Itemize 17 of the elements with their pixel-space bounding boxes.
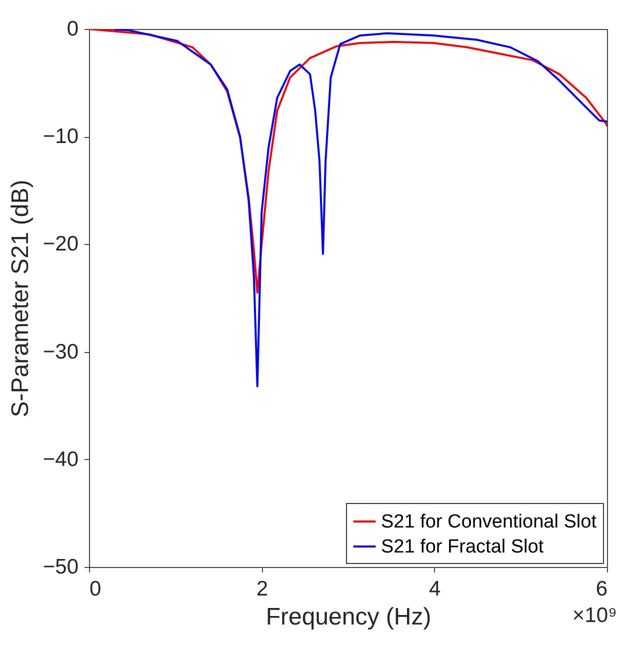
y-tick-label: −30	[42, 340, 78, 364]
text: ×10⁹	[572, 604, 617, 627]
y-tick-label: −20	[42, 232, 78, 256]
x-tick-label: 6	[596, 578, 608, 600]
y-tick-label: 0	[66, 18, 78, 40]
y-tick-label: −40	[42, 448, 78, 471]
y-tick-label: −50	[42, 556, 78, 578]
line-series	[114, 29, 607, 388]
legend-label: S21 for Fractal Slot	[381, 536, 544, 558]
x-tick-label: 0	[90, 578, 102, 600]
y-axis-title: S-Parameter S21 (dB)	[6, 180, 34, 418]
x-tick-label: 4	[428, 578, 441, 600]
x-tick-label: 2	[256, 578, 268, 600]
x-axis-title: Frequency (Hz)	[266, 604, 432, 630]
legend-label: S21 for Conventional Slot	[381, 512, 598, 532]
line-series	[89, 29, 607, 294]
y-tick-label: −10	[42, 125, 78, 148]
